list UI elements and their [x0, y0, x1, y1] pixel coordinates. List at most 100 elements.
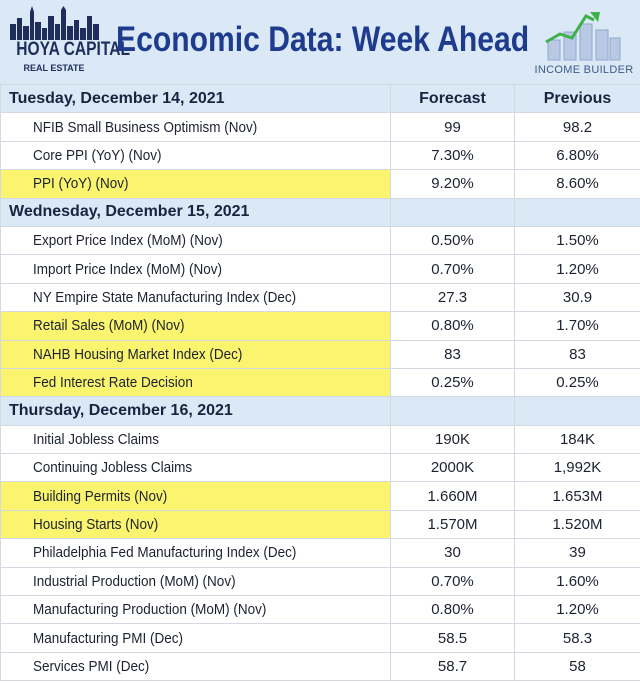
section-date: Thursday, December 16, 2021: [0, 396, 391, 426]
income-builder-logo: INCOME BUILDER: [534, 6, 634, 80]
forecast-value: 7.30%: [390, 140, 515, 171]
economic-calendar-table: Tuesday, December 14, 2021 Forecast Previo…: [0, 83, 640, 682]
indicator-name-text: Industrial Production (MoM) (Nov): [33, 572, 236, 590]
indicator-name: PPI (YoY) (Nov): [0, 169, 391, 199]
table-row: Philadelphia Fed Manufacturing Index (De…: [0, 538, 640, 568]
forecast-value: 0.50%: [390, 225, 515, 256]
forecast-value: 0.70%: [390, 566, 515, 597]
forecast-value: 0.80%: [390, 311, 515, 341]
previous-value: 30.9: [514, 282, 640, 313]
indicator-name: Initial Jobless Claims: [0, 424, 391, 455]
section-date: Wednesday, December 15, 2021: [0, 197, 391, 227]
table-row: Import Price Index (MoM) (Nov) 0.70% 1.20%: [0, 254, 640, 284]
indicator-name-text: Building Permits (Nov): [33, 487, 168, 505]
table-row: NFIB Small Business Optimism (Nov) 99 98.2: [0, 112, 640, 142]
page-title: Economic Data: Week Ahead: [116, 20, 530, 59]
brand-name: HOYA CAPITAL: [16, 39, 130, 60]
indicator-name-text: PPI (YoY) (Nov): [33, 175, 129, 193]
forecast-value: 27.3: [390, 282, 515, 313]
forecast-value: 0.25%: [390, 367, 515, 398]
indicator-name-text: Core PPI (YoY) (Nov): [33, 146, 162, 164]
previous-value: 58.3: [514, 623, 640, 653]
forecast-value: 0.80%: [390, 595, 515, 625]
brand-subtitle: REAL ESTATE: [23, 63, 85, 73]
section-header-empty-cell: [390, 396, 515, 426]
table-row: PPI (YoY) (Nov) 9.20% 8.60%: [0, 169, 640, 199]
section-header-row: Wednesday, December 15, 2021: [0, 197, 640, 227]
growth-buildings-icon: [545, 12, 621, 61]
previous-value: 58: [514, 651, 640, 682]
indicator-name: Services PMI (Dec): [0, 651, 391, 682]
table-row: Industrial Production (MoM) (Nov) 0.70% 1.…: [0, 566, 640, 597]
indicator-name-text: Import Price Index (MoM) (Nov): [33, 260, 223, 278]
section-header-row: Tuesday, December 14, 2021 Forecast Previo…: [0, 83, 640, 114]
previous-value: 1.60%: [514, 566, 640, 597]
forecast-value: 190K: [390, 424, 515, 455]
indicator-name: Export Price Index (MoM) (Nov): [0, 225, 391, 256]
city-skyline-icon: [10, 6, 99, 40]
previous-value: 1.70%: [514, 311, 640, 341]
indicator-name: Building Permits (Nov): [0, 481, 391, 511]
indicator-name-text: Services PMI (Dec): [33, 658, 150, 675]
indicator-name: Industrial Production (MoM) (Nov): [0, 566, 391, 597]
forecast-value: 2000K: [390, 453, 515, 483]
indicator-name: Import Price Index (MoM) (Nov): [0, 254, 391, 284]
indicator-name: Continuing Jobless Claims: [0, 453, 391, 483]
column-header-previous: Previous: [514, 83, 640, 114]
header-banner: HOYA CAPITAL REAL ESTATE Economic Data: …: [0, 0, 640, 84]
previous-value: 1.20%: [514, 254, 640, 284]
income-builder-label: INCOME BUILDER: [534, 64, 634, 76]
table-row: Services PMI (Dec) 58.7 58: [0, 651, 640, 682]
table-row: NAHB Housing Market Index (Dec) 83 83: [0, 339, 640, 369]
indicator-name-text: Fed Interest Rate Decision: [33, 374, 193, 392]
hoya-capital-logo: HOYA CAPITAL REAL ESTATE: [8, 6, 130, 76]
indicator-name-text: NAHB Housing Market Index (Dec): [33, 345, 243, 363]
forecast-value: 1.660M: [390, 481, 515, 511]
indicator-name-text: NFIB Small Business Optimism (Nov): [33, 118, 258, 136]
table-row: NY Empire State Manufacturing Index (Dec…: [0, 282, 640, 313]
section-date: Tuesday, December 14, 2021: [0, 83, 391, 114]
table-row: Continuing Jobless Claims 2000K 1,992K: [0, 453, 640, 483]
indicator-name: Retail Sales (MoM) (Nov): [0, 311, 391, 341]
indicator-name-text: Continuing Jobless Claims: [33, 459, 193, 477]
indicator-name: Housing Starts (Nov): [0, 509, 391, 540]
previous-value: 1.50%: [514, 225, 640, 256]
indicator-name-text: Initial Jobless Claims: [33, 430, 160, 448]
previous-value: 39: [514, 538, 640, 568]
indicator-name: Manufacturing PMI (Dec): [0, 623, 391, 653]
forecast-value: 30: [390, 538, 515, 568]
table-row: Housing Starts (Nov) 1.570M 1.520M: [0, 509, 640, 540]
previous-value: 8.60%: [514, 169, 640, 199]
table-row: Initial Jobless Claims 190K 184K: [0, 424, 640, 455]
forecast-value: 58.5: [390, 623, 515, 653]
section-header-empty-cell: [514, 396, 640, 426]
table-row: Fed Interest Rate Decision 0.25% 0.25%: [0, 367, 640, 398]
forecast-value: 58.7: [390, 651, 515, 682]
table-row: Manufacturing Production (MoM) (Nov) 0.80…: [0, 595, 640, 625]
table-row: Export Price Index (MoM) (Nov) 0.50% 1.50%: [0, 225, 640, 256]
column-header-forecast: Forecast: [390, 83, 515, 114]
table-row: Building Permits (Nov) 1.660M 1.653M: [0, 481, 640, 511]
forecast-value: 0.70%: [390, 254, 515, 284]
forecast-value: 99: [390, 112, 515, 142]
previous-value: 184K: [514, 424, 640, 455]
previous-value: 0.25%: [514, 367, 640, 398]
forecast-value: 9.20%: [390, 169, 515, 199]
section-header-empty-cell: [514, 197, 640, 227]
indicator-name-text: Manufacturing Production (MoM) (Nov): [33, 601, 267, 619]
indicator-name: NFIB Small Business Optimism (Nov): [0, 112, 391, 142]
indicator-name: NY Empire State Manufacturing Index (Dec…: [0, 282, 391, 313]
table-row: Manufacturing PMI (Dec) 58.5 58.3: [0, 623, 640, 653]
indicator-name: Fed Interest Rate Decision: [0, 367, 391, 398]
indicator-name-text: Housing Starts (Nov): [33, 516, 159, 534]
previous-value: 1.520M: [514, 509, 640, 540]
table-row: Retail Sales (MoM) (Nov) 0.80% 1.70%: [0, 311, 640, 341]
indicator-name-text: Manufacturing PMI (Dec): [33, 629, 184, 647]
table-row: Core PPI (YoY) (Nov) 7.30% 6.80%: [0, 140, 640, 171]
previous-value: 6.80%: [514, 140, 640, 171]
indicator-name: NAHB Housing Market Index (Dec): [0, 339, 391, 369]
indicator-name: Core PPI (YoY) (Nov): [0, 140, 391, 171]
previous-value: 83: [514, 339, 640, 369]
indicator-name: Manufacturing Production (MoM) (Nov): [0, 595, 391, 625]
section-header-empty-cell: [390, 197, 515, 227]
